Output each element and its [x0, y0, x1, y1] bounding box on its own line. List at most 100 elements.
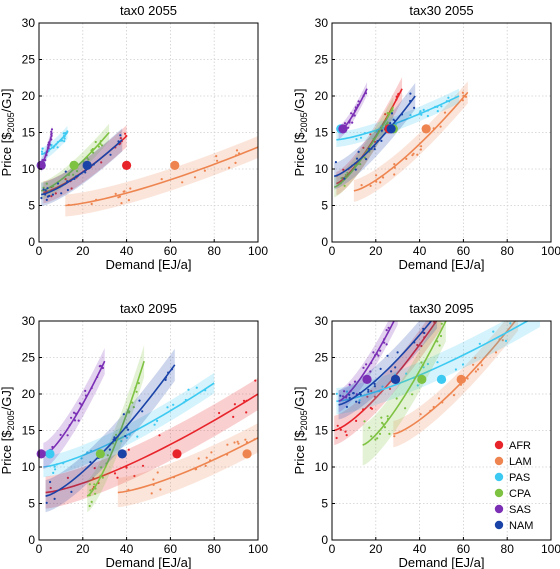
data-point-CPA [395, 397, 398, 400]
data-point-PAS [440, 105, 443, 108]
plot-area [333, 321, 541, 466]
data-point-NAM [379, 367, 382, 370]
data-point-LAM [233, 441, 236, 444]
data-point-NAM [113, 436, 116, 439]
data-point-LAM [156, 471, 159, 474]
data-point-PAS [447, 96, 450, 99]
data-point-CPA [388, 432, 391, 435]
data-point-NAM [373, 382, 376, 385]
data-point-LAM [375, 174, 378, 177]
data-point-NAM [109, 153, 112, 156]
data-point-LAM [205, 456, 208, 459]
data-point-LAM [204, 464, 207, 467]
data-point-LAM [419, 148, 422, 151]
fit-line-PAS [40, 131, 69, 156]
confidence-band-NAM [338, 321, 438, 420]
data-point-NAM [354, 168, 357, 171]
confidence-band-CPA [362, 321, 446, 466]
legend: AFR LAM PAS CPA SAS NAM [494, 440, 533, 532]
data-point-SAS [347, 126, 350, 129]
data-point-PAS [426, 114, 429, 118]
data-point-AFR [141, 464, 145, 467]
y-tick-label: 5 [321, 199, 328, 213]
data-point-PAS [63, 137, 66, 140]
data-point-AFR [64, 178, 67, 181]
y-tick-label: 10 [315, 460, 329, 474]
data-point-SAS [343, 122, 347, 125]
data-point-PAS [136, 435, 139, 438]
fit-line-LAM [353, 91, 469, 192]
data-point-LAM [215, 155, 218, 158]
data-point-PAS [381, 385, 384, 388]
data-point-SAS [84, 389, 87, 392]
data-point-LAM [369, 184, 372, 187]
data-point-CPA [340, 177, 343, 180]
data-point-NAM [390, 112, 394, 115]
data-point-LAM [216, 159, 219, 162]
y-tick-label: 30 [22, 16, 36, 30]
data-point-LAM [420, 145, 423, 148]
data-point-AFR [116, 476, 119, 479]
data-point-NAM [413, 106, 416, 109]
data-point-PAS [50, 143, 53, 147]
data-point-CPA [45, 182, 48, 185]
data-point-CPA [374, 438, 377, 441]
data-point-AFR [355, 419, 358, 422]
x-tick-label: 20 [76, 244, 90, 258]
data-point-NAM [343, 177, 346, 180]
data-point-NAM [46, 187, 49, 190]
data-point-AFR [335, 436, 338, 440]
grid [38, 320, 259, 541]
fit-line-LAM [65, 146, 258, 207]
data-point-PAS [56, 146, 59, 149]
data-point-SAS [343, 390, 346, 393]
data-point-LAM [411, 154, 414, 157]
data-point-LAM [474, 370, 477, 373]
data-point-LAM [476, 368, 480, 371]
data-point-PAS [52, 471, 55, 474]
y-tick-label: 0 [28, 533, 35, 547]
data-point-CPA [386, 112, 389, 115]
data-point-AFR [388, 387, 392, 390]
data-point-CPA [440, 322, 443, 325]
data-point-AFR [158, 434, 161, 437]
marker-PAS [436, 374, 447, 384]
y-tick-label: 0 [28, 235, 35, 249]
data-point-NAM [373, 148, 376, 151]
data-point-LAM [419, 413, 422, 416]
data-point-LAM [90, 202, 93, 206]
x-tick-label: 20 [369, 244, 383, 258]
data-point-NAM [119, 134, 122, 137]
data-point-CPA [127, 411, 131, 414]
legend-swatch-AFR [494, 440, 504, 450]
data-point-AFR [384, 113, 387, 116]
data-point-SAS [73, 419, 77, 422]
data-point-SAS [348, 383, 351, 386]
fit-line-AFR [333, 321, 438, 432]
data-point-LAM [494, 351, 498, 354]
data-point-CPA [90, 500, 93, 503]
data-point-NAM [373, 385, 376, 388]
data-point-NAM [53, 497, 56, 500]
marker-LAM [242, 449, 252, 459]
data-point-AFR [373, 140, 377, 143]
data-point-PAS [62, 132, 65, 135]
data-point-SAS [365, 363, 368, 366]
y-tick-label: 25 [22, 351, 36, 365]
data-point-AFR [49, 486, 52, 490]
data-point-AFR [54, 192, 57, 195]
legend-swatch-CPA [494, 488, 504, 498]
marker-CPA [417, 374, 427, 384]
x-tick-label: 40 [120, 542, 134, 556]
data-point-AFR [345, 434, 348, 437]
x-tick-label: 0 [329, 244, 336, 258]
data-point-LAM [114, 192, 117, 195]
data-point-LAM [501, 339, 504, 342]
data-point-SAS [379, 349, 382, 352]
marker-SAS [338, 124, 348, 134]
x-tick-label: 60 [457, 244, 471, 258]
data-point-CPA [97, 145, 100, 148]
data-point-CPA [376, 437, 379, 440]
data-point-NAM [45, 198, 48, 201]
data-point-NAM [345, 405, 348, 408]
